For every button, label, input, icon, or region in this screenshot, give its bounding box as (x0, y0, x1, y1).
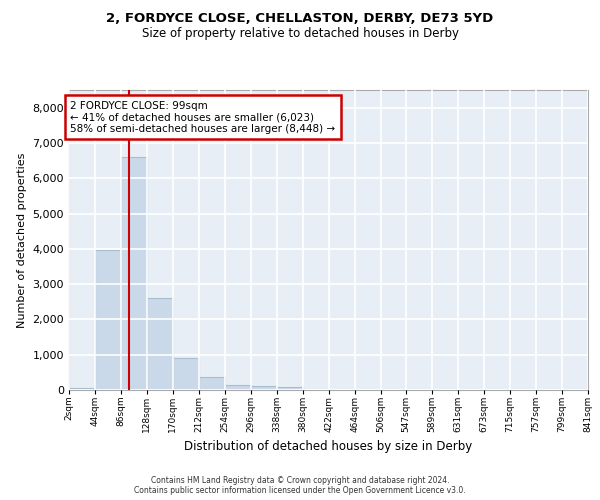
Bar (147, 298, 173, 390)
Bar (69, 388, 95, 390)
Text: 2, FORDYCE CLOSE, CHELLASTON, DERBY, DE73 5YD: 2, FORDYCE CLOSE, CHELLASTON, DERBY, DE7… (106, 12, 494, 26)
Bar (225, 386, 251, 390)
Text: 2 FORDYCE CLOSE: 99sqm
← 41% of detached houses are smaller (6,023)
58% of semi-: 2 FORDYCE CLOSE: 99sqm ← 41% of detached… (70, 100, 335, 134)
X-axis label: Distribution of detached houses by size in Derby: Distribution of detached houses by size … (184, 440, 473, 454)
Bar (173, 358, 199, 390)
Bar (95, 250, 121, 390)
Bar (277, 388, 302, 390)
Bar (199, 377, 225, 390)
Bar (251, 386, 277, 390)
Bar (121, 157, 147, 390)
Text: Contains HM Land Registry data © Crown copyright and database right 2024.
Contai: Contains HM Land Registry data © Crown c… (134, 476, 466, 495)
Y-axis label: Number of detached properties: Number of detached properties (17, 152, 27, 328)
Text: Size of property relative to detached houses in Derby: Size of property relative to detached ho… (142, 28, 458, 40)
